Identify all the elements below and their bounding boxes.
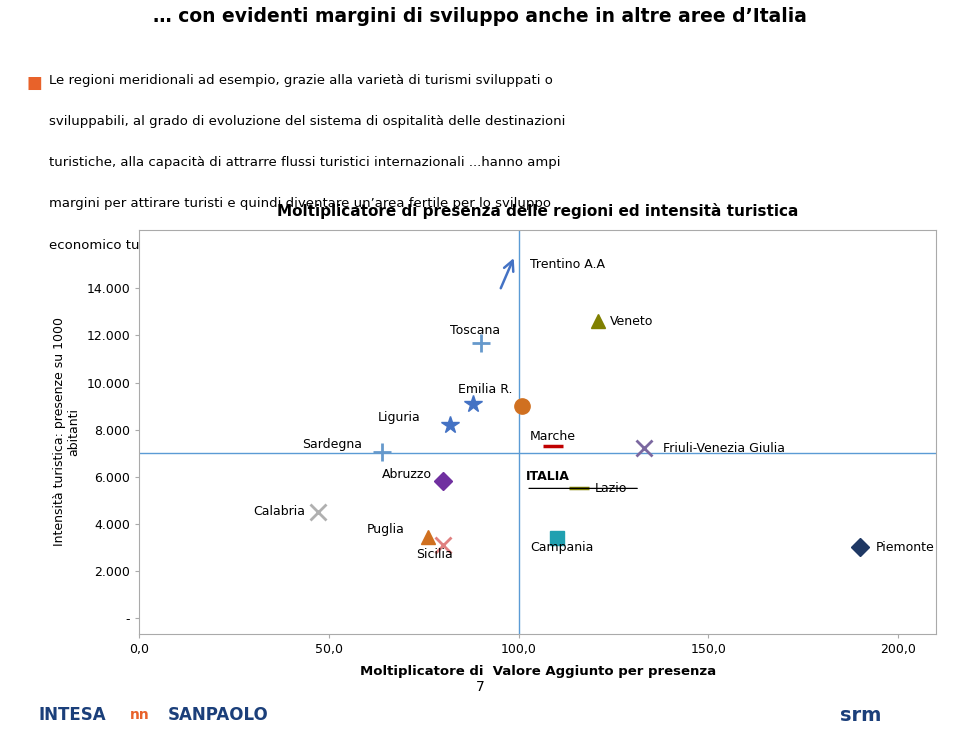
- Title: Moltiplicatore di presenza delle regioni ed intensità turistica: Moltiplicatore di presenza delle regioni…: [276, 203, 799, 219]
- Text: INTESA: INTESA: [38, 706, 106, 724]
- Text: Emilia R.: Emilia R.: [458, 383, 513, 396]
- Text: sviluppabili, al grado di evoluzione del sistema di ospitalità delle destinazion: sviluppabili, al grado di evoluzione del…: [49, 115, 565, 128]
- Text: ITALIA: ITALIA: [526, 470, 570, 483]
- Text: Campania: Campania: [530, 541, 593, 554]
- Text: srm: srm: [840, 706, 881, 725]
- Text: Veneto: Veneto: [610, 315, 653, 328]
- Text: economico turistico: economico turistico: [49, 238, 180, 252]
- Text: Toscana: Toscana: [450, 324, 500, 338]
- Text: Marche: Marche: [530, 430, 576, 443]
- Text: margini per attirare turisti e quindi diventare un’area fertile per lo sviluppo: margini per attirare turisti e quindi di…: [49, 198, 551, 211]
- Text: turistiche, alla capacità di attrarre flussi turistici internazionali ...hanno a: turistiche, alla capacità di attrarre fl…: [49, 156, 561, 169]
- Text: Liguria: Liguria: [378, 411, 421, 424]
- Text: 7: 7: [475, 680, 485, 694]
- Text: Sicilia: Sicilia: [417, 547, 453, 561]
- Text: Le regioni meridionali ad esempio, grazie alla varietà di turismi sviluppati o: Le regioni meridionali ad esempio, grazi…: [49, 74, 553, 87]
- Text: ■: ■: [27, 74, 42, 92]
- Text: Abruzzo: Abruzzo: [382, 468, 432, 480]
- Text: nn: nn: [130, 708, 150, 722]
- Text: Sardegna: Sardegna: [302, 438, 362, 451]
- Y-axis label: Intensità turistica: presenze su 1000
abitanti: Intensità turistica: presenze su 1000 ab…: [53, 317, 81, 547]
- X-axis label: Moltiplicatore di  Valore Aggiunto per presenza: Moltiplicatore di Valore Aggiunto per pr…: [360, 665, 715, 677]
- Text: Piemonte: Piemonte: [876, 541, 934, 554]
- Text: Lazio: Lazio: [594, 482, 627, 495]
- Text: Trentino A.A: Trentino A.A: [530, 258, 605, 271]
- Text: SANPAOLO: SANPAOLO: [168, 706, 269, 724]
- Text: Friuli-Venezia Giulia: Friuli-Venezia Giulia: [662, 442, 785, 455]
- Text: Puglia: Puglia: [367, 523, 405, 536]
- Text: Calabria: Calabria: [253, 505, 305, 518]
- Text: … con evidenti margini di sviluppo anche in altre aree d’Italia: … con evidenti margini di sviluppo anche…: [153, 7, 807, 26]
